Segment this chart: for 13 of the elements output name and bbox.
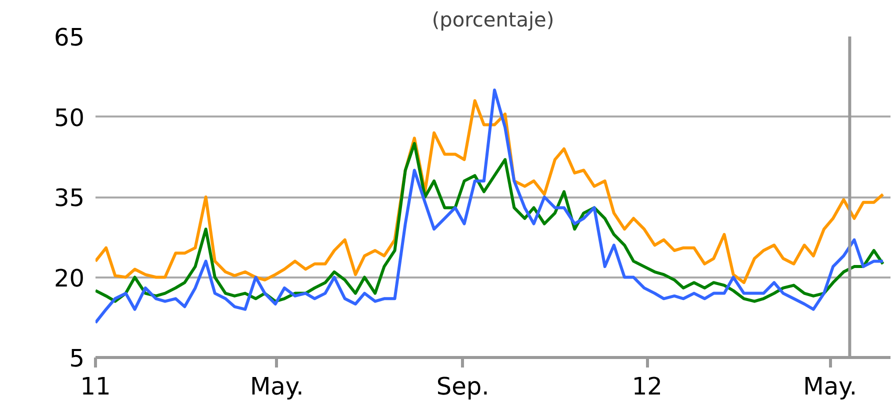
line-series — [96, 88, 884, 324]
chart-title: (porcentaje) — [432, 8, 554, 32]
x-tick-label: May. — [250, 372, 304, 400]
y-tick-label: 50 — [54, 104, 85, 132]
y-tick-label: 5 — [69, 344, 85, 372]
x-tick-label: Sep. — [436, 372, 490, 400]
y-tick-label: 35 — [54, 184, 85, 212]
x-tick-label: May. — [803, 372, 857, 400]
x-tick-label: 12 — [632, 372, 662, 400]
line-series — [96, 142, 884, 303]
y-tick-label: 65 — [54, 24, 85, 52]
y-tick-label: 20 — [54, 264, 85, 292]
x-tick-label: 11 — [80, 372, 111, 400]
